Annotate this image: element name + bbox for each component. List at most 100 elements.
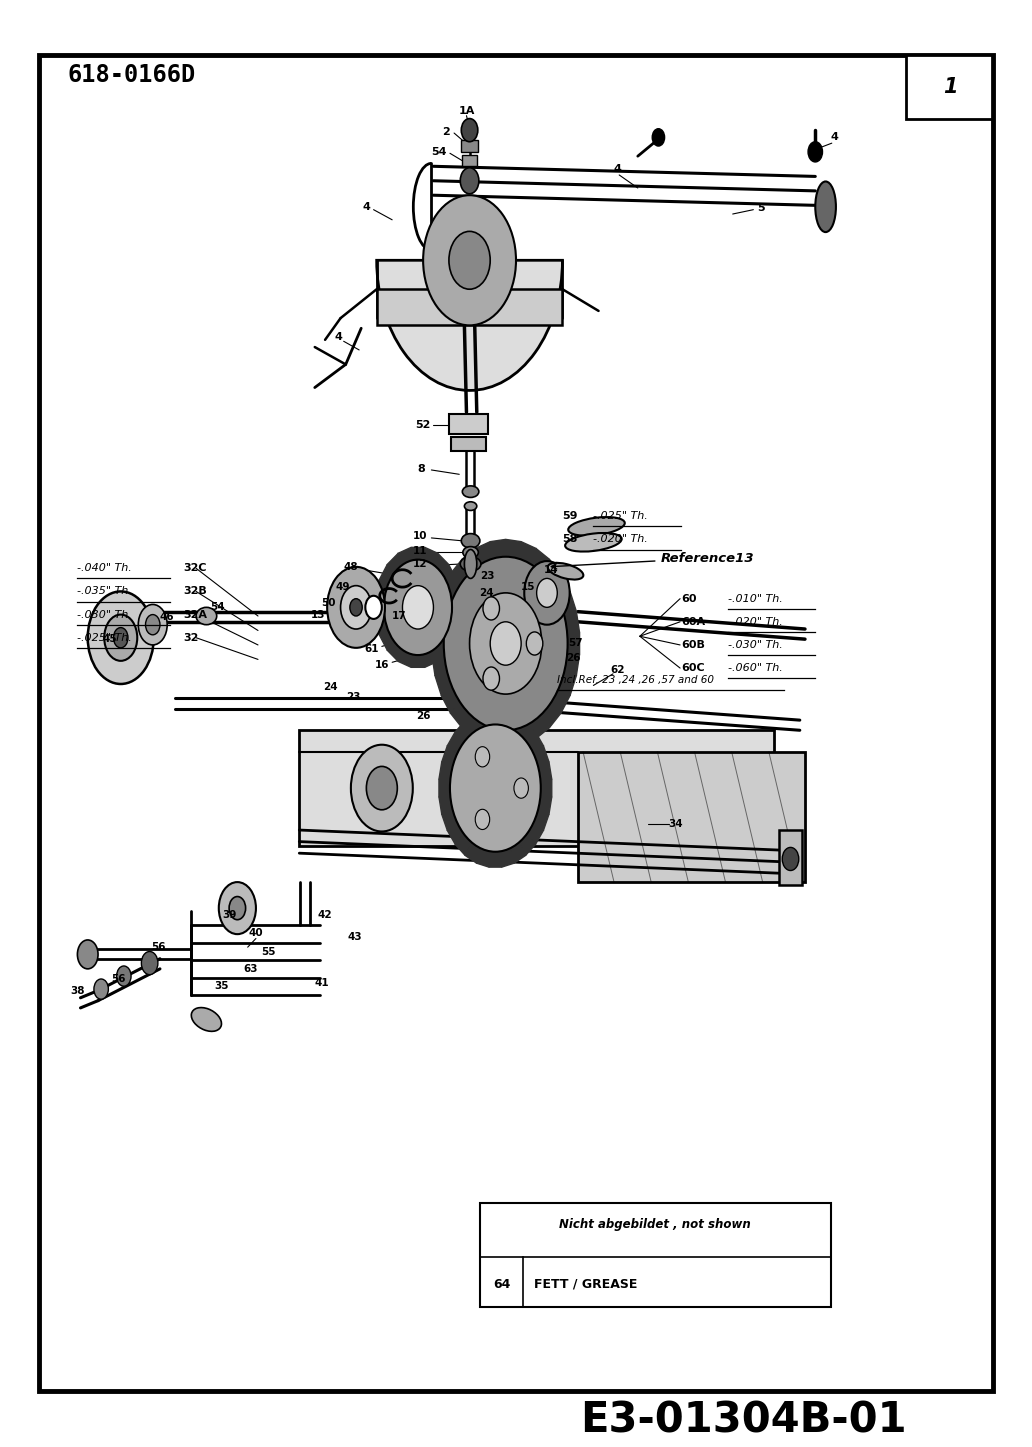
Polygon shape xyxy=(431,632,444,654)
Text: 38: 38 xyxy=(70,985,85,996)
Polygon shape xyxy=(442,564,456,586)
Polygon shape xyxy=(534,809,549,831)
Text: 49: 49 xyxy=(335,582,350,592)
Text: 26: 26 xyxy=(416,710,430,721)
Text: 63: 63 xyxy=(244,964,258,974)
Text: 34: 34 xyxy=(669,819,683,829)
Text: 24: 24 xyxy=(479,587,493,598)
Polygon shape xyxy=(539,761,552,781)
Text: -.020" Th.: -.020" Th. xyxy=(728,616,782,627)
Ellipse shape xyxy=(462,547,479,559)
Circle shape xyxy=(537,579,557,608)
Ellipse shape xyxy=(464,550,477,579)
Circle shape xyxy=(461,119,478,142)
Text: 62: 62 xyxy=(610,664,624,674)
Text: 11: 11 xyxy=(413,546,427,556)
Polygon shape xyxy=(450,702,470,728)
Text: 10: 10 xyxy=(413,531,427,541)
Bar xyxy=(779,831,802,886)
Circle shape xyxy=(77,941,98,969)
Text: 32A: 32A xyxy=(184,609,207,619)
Text: 4: 4 xyxy=(362,201,370,211)
Polygon shape xyxy=(448,580,460,601)
Text: -.010" Th.: -.010" Th. xyxy=(728,593,782,603)
Ellipse shape xyxy=(464,502,477,511)
Circle shape xyxy=(808,142,823,162)
Text: 24: 24 xyxy=(323,682,337,692)
Polygon shape xyxy=(530,713,549,738)
Polygon shape xyxy=(476,722,493,745)
Text: 35: 35 xyxy=(215,981,229,991)
Text: 52: 52 xyxy=(416,420,430,430)
Polygon shape xyxy=(530,548,549,573)
Text: Reference13: Reference13 xyxy=(551,551,754,569)
Text: 14: 14 xyxy=(544,564,558,574)
Bar xyxy=(906,55,992,119)
Circle shape xyxy=(94,980,108,1000)
Polygon shape xyxy=(506,728,521,748)
Text: FETT / GREASE: FETT / GREASE xyxy=(534,1278,637,1291)
Circle shape xyxy=(444,557,568,731)
Text: 60: 60 xyxy=(681,593,697,603)
Circle shape xyxy=(514,778,528,799)
Polygon shape xyxy=(542,559,561,586)
Ellipse shape xyxy=(548,563,583,580)
Bar xyxy=(451,437,486,451)
Circle shape xyxy=(146,615,160,635)
Circle shape xyxy=(402,586,433,629)
Circle shape xyxy=(138,605,167,645)
Ellipse shape xyxy=(460,557,481,572)
Polygon shape xyxy=(501,848,514,867)
Polygon shape xyxy=(477,848,490,867)
Polygon shape xyxy=(465,842,480,864)
Text: -.040" Th.: -.040" Th. xyxy=(77,563,132,573)
Text: 32: 32 xyxy=(184,632,199,642)
Text: 17: 17 xyxy=(392,611,407,621)
Polygon shape xyxy=(541,778,552,797)
Text: 50: 50 xyxy=(321,598,335,608)
Ellipse shape xyxy=(462,486,479,498)
Circle shape xyxy=(365,596,382,619)
Circle shape xyxy=(450,725,541,852)
Polygon shape xyxy=(552,574,570,601)
Polygon shape xyxy=(376,615,388,635)
Polygon shape xyxy=(511,842,525,864)
Polygon shape xyxy=(431,611,447,634)
Text: 43: 43 xyxy=(348,932,362,942)
Circle shape xyxy=(88,592,154,684)
Polygon shape xyxy=(506,540,521,559)
Polygon shape xyxy=(380,564,394,586)
Text: 48: 48 xyxy=(344,561,358,572)
Ellipse shape xyxy=(569,517,624,535)
Circle shape xyxy=(229,897,246,920)
Text: 40: 40 xyxy=(249,928,263,938)
Ellipse shape xyxy=(566,532,621,551)
Text: E3-01304B-01: E3-01304B-01 xyxy=(580,1399,906,1441)
Polygon shape xyxy=(433,553,449,573)
Bar xyxy=(462,155,477,166)
Polygon shape xyxy=(465,713,480,734)
Polygon shape xyxy=(519,833,536,855)
Text: 23: 23 xyxy=(480,570,494,580)
Text: -.060" Th.: -.060" Th. xyxy=(728,663,782,673)
Circle shape xyxy=(350,599,362,616)
Text: Incl.Ref. 23 ,24 ,26 ,57 and 60: Incl.Ref. 23 ,24 ,26 ,57 and 60 xyxy=(557,674,714,684)
Circle shape xyxy=(475,809,489,829)
Polygon shape xyxy=(462,548,481,573)
Text: 32C: 32C xyxy=(184,563,207,573)
Polygon shape xyxy=(431,653,447,676)
Text: -.030" Th.: -.030" Th. xyxy=(77,609,132,619)
Polygon shape xyxy=(442,629,456,650)
Text: 60B: 60B xyxy=(681,640,705,650)
Text: 60A: 60A xyxy=(681,616,705,627)
Polygon shape xyxy=(442,809,457,831)
Circle shape xyxy=(141,952,158,975)
Text: 46: 46 xyxy=(160,612,174,622)
Polygon shape xyxy=(559,592,576,616)
Polygon shape xyxy=(511,713,525,734)
Bar xyxy=(299,731,774,846)
Polygon shape xyxy=(398,650,413,667)
Polygon shape xyxy=(376,580,388,601)
Polygon shape xyxy=(455,721,472,744)
Text: 58: 58 xyxy=(562,534,578,544)
